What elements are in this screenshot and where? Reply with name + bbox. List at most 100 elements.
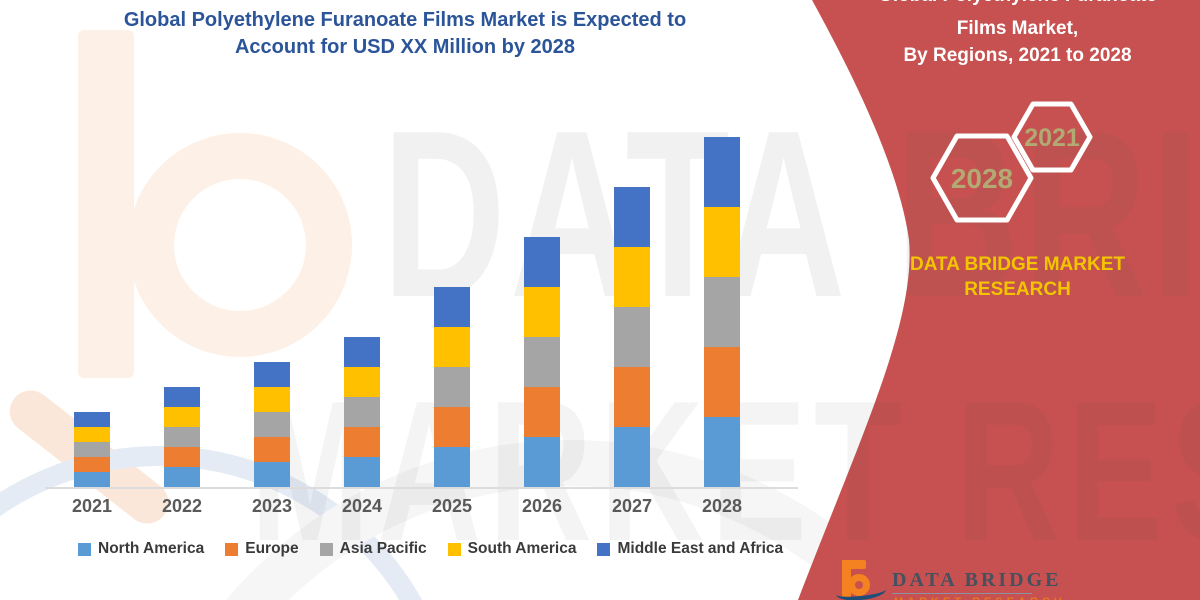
bar-segment-2026-asia-pacific (524, 337, 560, 387)
legend-swatch-icon (319, 542, 333, 556)
legend-item-europe: Europe (225, 540, 299, 558)
logo-divider (892, 593, 1032, 594)
hexagon-2021 (1011, 101, 1093, 173)
legend-item-asia-pacific: Asia Pacific (319, 540, 427, 558)
bar-slot-2021 (47, 0, 137, 487)
legend-label: North America (98, 540, 205, 557)
bar-segment-2023-asia-pacific (254, 412, 290, 437)
bar-segment-2028-south-america (704, 207, 740, 277)
legend-label: Asia Pacific (339, 540, 427, 557)
bar-2021 (74, 412, 110, 487)
bar-2025 (434, 287, 470, 487)
bar-segment-2025-europe (434, 407, 470, 447)
bar-2026 (524, 237, 560, 487)
hexagon-2028 (930, 133, 1034, 223)
bar-segment-2028-europe (704, 347, 740, 417)
banner-title-line2: Films Market, (956, 18, 1079, 39)
bar-2027 (614, 187, 650, 487)
logo-b-stem (842, 560, 851, 598)
chart-title-line1: Global Polyethylene Furanoate Films Mark… (123, 9, 687, 31)
bar-2023 (254, 362, 290, 487)
x-axis-label-2023: 2023 (251, 496, 293, 516)
banner-title-line3: By Regions, 2021 to 2028 (903, 45, 1132, 66)
x-axis-label-2024: 2024 (341, 496, 383, 516)
bar-segment-2028-asia-pacific (704, 277, 740, 347)
bar-2022 (164, 387, 200, 487)
brand-text-line2: RESEARCH (964, 279, 1071, 300)
bar-segment-2024-middle-east-and-africa (344, 337, 380, 367)
bar-slot-2027 (587, 0, 677, 487)
stacked-bar-chart: 2021 2022 2023 2024 2025 2026 2027 2028 (45, 0, 798, 517)
bar-2028 (704, 137, 740, 487)
bar-segment-2026-middle-east-and-africa (524, 237, 560, 287)
bar-segment-2025-middle-east-and-africa (434, 287, 470, 327)
legend-swatch-icon (78, 542, 91, 556)
bar-slot-2023 (227, 0, 317, 487)
banner-title: Films Market, By Regions, 2021 to 2028 (845, 15, 1190, 69)
bar-segment-2021-north-america (74, 472, 110, 487)
bar-segment-2021-middle-east-and-africa (74, 412, 110, 427)
bar-slot-2026 (497, 0, 587, 487)
logo-b-bowl (848, 574, 870, 596)
bar-segment-2026-europe (524, 387, 560, 437)
chart-legend: North America Europe Asia Pacific South Ame… (78, 540, 783, 558)
legend-label: Europe (245, 540, 299, 557)
bar-segment-2024-europe (344, 427, 380, 457)
bar-segment-2022-south-america (164, 407, 200, 427)
brand-text-line1: DATA BRIDGE MARKET (910, 254, 1125, 275)
x-axis-label-2025: 2025 (431, 496, 473, 516)
hexagon-2021-label: 2021 (1024, 124, 1080, 152)
bar-segment-2025-south-america (434, 327, 470, 367)
bar-segment-2027-middle-east-and-africa (614, 187, 650, 247)
bar-segment-2021-south-america (74, 427, 110, 442)
x-axis-label-2027: 2027 (611, 496, 653, 516)
bar-segment-2027-asia-pacific (614, 307, 650, 367)
legend-swatch-icon (225, 542, 239, 556)
x-axis-label-2026: 2026 (521, 496, 563, 516)
legend-item-south-america: South America (447, 540, 577, 558)
logo-name: DATA BRIDGE (892, 569, 1062, 591)
bar-slot-2024 (317, 0, 407, 487)
bar-segment-2026-south-america (524, 287, 560, 337)
data-bridge-logo: DATA BRIDGE MARKET RESEARCH (835, 556, 1118, 600)
bar-slot-2028 (677, 0, 767, 487)
bar-segment-2028-middle-east-and-africa (704, 137, 740, 207)
bar-segment-2024-north-america (344, 457, 380, 487)
legend-label: Middle East and Africa (617, 540, 784, 557)
bar-segment-2022-middle-east-and-africa (164, 387, 200, 407)
bar-segment-2023-middle-east-and-africa (254, 362, 290, 387)
logo-subtitle: MARKET RESEARCH (894, 596, 1066, 600)
bar-segment-2024-south-america (344, 367, 380, 397)
bar-segment-2027-europe (614, 367, 650, 427)
bar-segment-2023-south-america (254, 387, 290, 412)
legend-label: South America (467, 540, 577, 557)
bar-segment-2027-south-america (614, 247, 650, 307)
bars-row (47, 0, 775, 487)
x-axis-label-2021: 2021 (71, 496, 113, 516)
bar-segment-2027-north-america (614, 427, 650, 487)
banner-title-clipped-line: Global Polyethylene Furanoate (845, 0, 1190, 9)
bar-segment-2022-asia-pacific (164, 427, 200, 447)
legend-swatch-icon (447, 542, 461, 556)
bar-segment-2024-asia-pacific (344, 397, 380, 427)
bar-segment-2023-north-america (254, 462, 290, 487)
bar-segment-2022-europe (164, 447, 200, 467)
x-axis-line (45, 487, 798, 489)
logo-b-icon (842, 560, 866, 569)
brand-text: DATA BRIDGE MARKET RESEARCH (845, 252, 1190, 302)
x-axis-label-2028: 2028 (701, 496, 743, 516)
hexagon-2028-label: 2028 (951, 163, 1013, 194)
bar-segment-2023-europe (254, 437, 290, 462)
year-hexagons: 2028 2021 (930, 101, 1093, 223)
bar-2024 (344, 337, 380, 487)
bar-segment-2022-north-america (164, 467, 200, 487)
bar-segment-2026-north-america (524, 437, 560, 487)
bar-segment-2021-asia-pacific (74, 442, 110, 457)
legend-swatch-icon (597, 542, 611, 556)
x-axis-labels: 2021 2022 2023 2024 2025 2026 2027 2028 (47, 496, 775, 517)
bar-segment-2025-asia-pacific (434, 367, 470, 407)
chart-title: Global Polyethylene Furanoate Films Mark… (55, 7, 755, 61)
bar-slot-2025 (407, 0, 497, 487)
bar-segment-2028-north-america (704, 417, 740, 487)
